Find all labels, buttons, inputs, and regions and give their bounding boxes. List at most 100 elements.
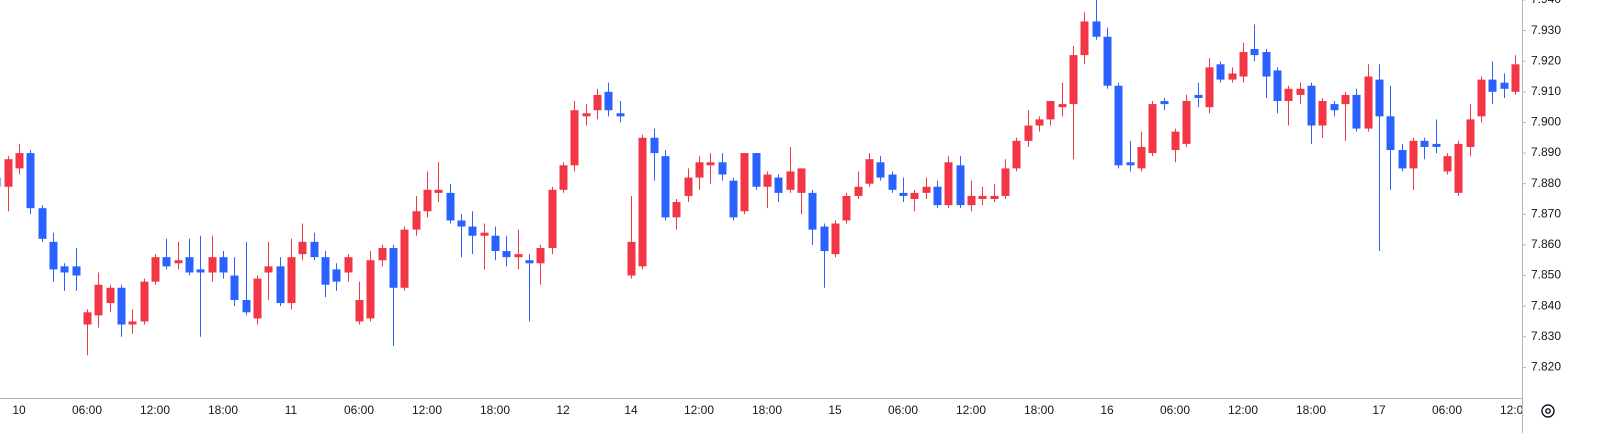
candle-body	[1148, 104, 1157, 154]
candle-body	[570, 110, 579, 166]
candle-body	[944, 162, 953, 206]
candle-body	[1126, 162, 1135, 166]
candle-body	[344, 257, 353, 273]
candle-body	[434, 189, 443, 193]
candle-body	[514, 254, 523, 258]
candle-body	[763, 174, 772, 187]
candle-body	[1386, 116, 1395, 151]
y-tick-label: 7.860	[1531, 237, 1561, 251]
candle-body	[1250, 48, 1259, 56]
candle-body	[1228, 73, 1237, 80]
candle-body	[729, 180, 738, 218]
candle-body	[1080, 21, 1089, 56]
x-tick-label: 12:00	[684, 403, 714, 417]
y-tick-label: 7.930	[1531, 23, 1561, 37]
candle-body	[1194, 94, 1203, 98]
candle-body	[842, 195, 851, 221]
settings-button[interactable]	[1541, 404, 1555, 418]
x-tick-label: 18:00	[208, 403, 238, 417]
candle-body	[661, 156, 670, 218]
x-tick-label: 18:00	[1296, 403, 1326, 417]
candle-body	[1454, 143, 1463, 193]
candle-body	[1284, 88, 1293, 102]
candle-body	[117, 287, 126, 325]
candle-body	[1001, 168, 1010, 196]
x-tick-label: 06:00	[344, 403, 374, 417]
x-tick-label: 18:00	[480, 403, 510, 417]
candle-body	[287, 257, 296, 304]
x-tick-label: 12	[556, 403, 570, 417]
candle-body	[1171, 131, 1180, 151]
candle-body	[831, 223, 840, 255]
candle-body	[60, 266, 69, 273]
candle-body	[208, 257, 217, 273]
candle-body	[457, 220, 466, 227]
candle-body	[1216, 64, 1225, 80]
candle-body	[0, 177, 1, 187]
candle-body	[990, 195, 999, 199]
candle-body	[480, 232, 489, 236]
candle-body	[1103, 36, 1112, 86]
candle-body	[627, 241, 636, 276]
candle-body	[1352, 94, 1361, 129]
x-tick-label: 11	[285, 403, 298, 417]
candle-body	[230, 275, 239, 301]
candle-body	[525, 260, 534, 264]
candle-body	[1296, 88, 1305, 95]
candle-body	[1092, 21, 1101, 37]
candle-body	[1488, 79, 1497, 92]
candle-body	[321, 257, 330, 285]
candle-body	[72, 266, 81, 276]
candle-body	[1273, 70, 1282, 102]
candle-body	[491, 235, 500, 252]
y-tick-label: 7.880	[1531, 176, 1561, 190]
candle-body	[1307, 85, 1316, 126]
candle-body	[638, 137, 647, 267]
candle-body	[854, 186, 863, 196]
candle-body	[106, 287, 115, 304]
y-tick-label: 7.900	[1531, 115, 1561, 129]
candle-body	[1511, 64, 1520, 92]
x-tick-label: 12:00	[140, 403, 170, 417]
candle-body	[162, 257, 171, 267]
candle-body	[559, 165, 568, 190]
candle-body	[650, 137, 659, 154]
y-tick-label: 7.870	[1531, 206, 1561, 220]
candle-body	[548, 189, 557, 248]
candle-body	[151, 257, 160, 282]
candle-body	[1477, 79, 1486, 117]
candle-body	[4, 159, 13, 187]
candle-body	[706, 162, 715, 166]
candle-body	[446, 192, 455, 221]
candle-body	[888, 174, 897, 190]
candle-body	[1364, 76, 1373, 129]
candle-body	[797, 168, 806, 193]
candle-body	[196, 269, 205, 273]
candle-body	[468, 226, 477, 236]
candle-body	[1318, 101, 1327, 126]
candle-body	[536, 247, 545, 264]
x-tick-label: 18:00	[1024, 403, 1054, 417]
x-tick-label: 06:00	[888, 403, 918, 417]
candle-body	[1262, 52, 1271, 77]
candle-body	[684, 177, 693, 196]
candle-body	[899, 192, 908, 196]
x-tick-label: 10	[12, 403, 26, 417]
candle-body	[740, 153, 749, 212]
candle-body	[1114, 85, 1123, 166]
candle-body	[242, 300, 251, 313]
candle-body	[695, 162, 704, 178]
candle-body	[185, 257, 194, 273]
candle-body	[718, 162, 727, 175]
candle-body	[593, 94, 602, 111]
candle-body	[140, 281, 149, 322]
candle-body	[355, 300, 364, 322]
y-tick-label: 7.820	[1531, 360, 1561, 374]
candle-body	[128, 321, 137, 325]
candle-body	[310, 241, 319, 258]
x-axis: 10 06:00 12:00 18:00 11 06:00 12:00 18:00 12 14 12…	[12, 403, 1522, 417]
candle-body	[1466, 119, 1475, 147]
candle-body	[423, 189, 432, 212]
